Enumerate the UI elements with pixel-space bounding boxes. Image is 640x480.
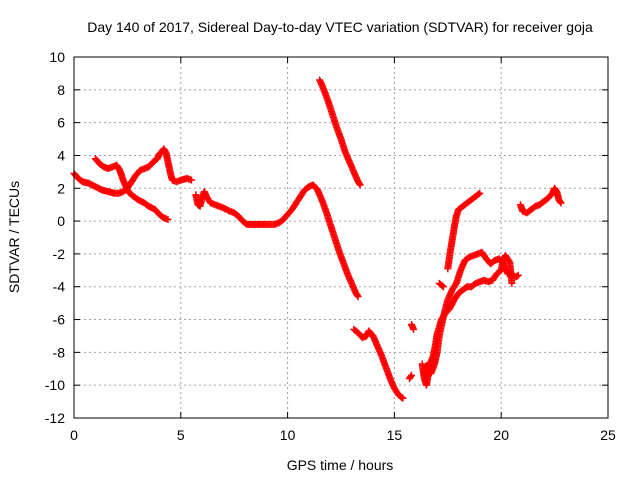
y-tick-label: 4 (57, 147, 65, 163)
data-point (557, 199, 565, 207)
data-point (188, 176, 195, 184)
data-point (354, 293, 362, 301)
y-tick-label: 0 (57, 213, 65, 229)
y-tick-label: 8 (57, 82, 65, 98)
x-tick-label: 0 (70, 427, 78, 443)
y-tick-label: -6 (53, 312, 66, 328)
data-point (508, 279, 516, 287)
data-point (439, 282, 446, 290)
data-point (398, 394, 406, 401)
y-tick-label: 10 (49, 49, 65, 65)
plot-frame (73, 56, 609, 419)
x-tick-label: 15 (387, 427, 403, 443)
chart-title: Day 140 of 2017, Sidereal Day-to-day VTE… (87, 19, 593, 35)
data-point (514, 271, 522, 279)
x-tick-label: 20 (493, 427, 509, 443)
y-tick-label: 6 (57, 115, 65, 131)
x-tick-label: 25 (600, 427, 616, 443)
grid (74, 57, 608, 418)
x-tick-labels: 0 5 10 15 20 25 (70, 427, 616, 443)
y-axis-label: SDTVAR / TECUs (6, 181, 22, 293)
y-tick-labels: -12 -10 -8 -6 -4 -2 0 2 4 6 8 10 (45, 49, 65, 426)
data-point (410, 325, 418, 333)
data-point (513, 272, 521, 280)
data-points (70, 76, 565, 402)
data-point (164, 216, 172, 223)
data-point (408, 371, 415, 379)
data-point (399, 394, 407, 402)
data-point (475, 190, 483, 198)
y-tick-label: -8 (53, 344, 66, 360)
y-tick-label: -10 (45, 377, 65, 393)
data-point (476, 189, 484, 197)
data-point (356, 181, 364, 189)
x-tick-label: 5 (177, 427, 185, 443)
axis-ticks (73, 56, 609, 419)
y-tick-label: -4 (53, 279, 66, 295)
data-point (440, 283, 447, 291)
x-axis-label: GPS time / hours (287, 457, 394, 473)
y-tick-label: 2 (57, 180, 65, 196)
x-tick-label: 10 (280, 427, 296, 443)
y-tick-label: -2 (53, 246, 66, 262)
y-tick-label: -12 (45, 410, 65, 426)
